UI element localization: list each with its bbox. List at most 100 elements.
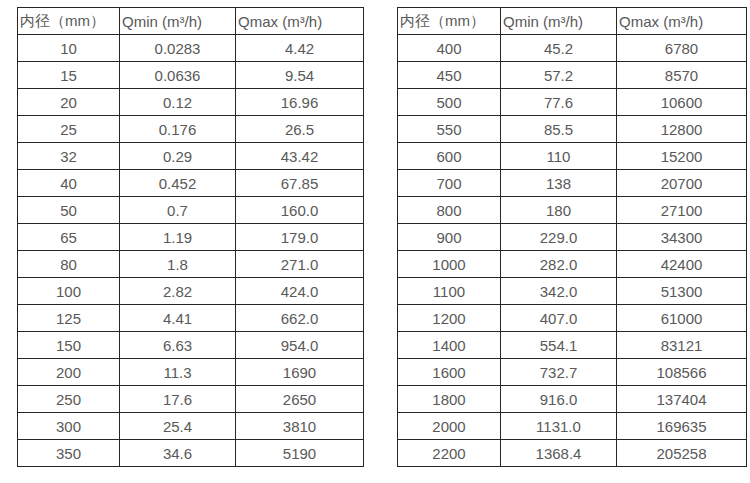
table-row: 900229.034300 [398, 224, 747, 251]
table-row: 30025.43810 [18, 413, 364, 440]
table-cell: 5190 [236, 440, 364, 467]
table-cell: 27100 [617, 197, 747, 224]
table-cell: 20 [18, 89, 120, 116]
table-cell: 1.19 [120, 224, 236, 251]
table-cell: 0.0283 [120, 35, 236, 62]
table-row: 1400554.183121 [398, 332, 747, 359]
table-cell: 229.0 [501, 224, 617, 251]
table-row: 250.17626.5 [18, 116, 364, 143]
table-cell: 125 [18, 305, 120, 332]
table-cell: 0.7 [120, 197, 236, 224]
table-cell: 12800 [617, 116, 747, 143]
table-row: 100.02834.42 [18, 35, 364, 62]
table-cell: 1200 [398, 305, 501, 332]
table-row: 1506.63954.0 [18, 332, 364, 359]
table-cell: 800 [398, 197, 501, 224]
table-row: 400.45267.85 [18, 170, 364, 197]
table-cell: 16.96 [236, 89, 364, 116]
table-row: 35034.65190 [18, 440, 364, 467]
table-cell: 732.7 [501, 359, 617, 386]
table-cell: 400 [398, 35, 501, 62]
table-cell: 900 [398, 224, 501, 251]
table-cell: 2650 [236, 386, 364, 413]
table-cell: 67.85 [236, 170, 364, 197]
table-cell: 169635 [617, 413, 747, 440]
table-cell: 0.452 [120, 170, 236, 197]
table-cell: 108566 [617, 359, 747, 386]
table-cell: 40 [18, 170, 120, 197]
table-cell: 300 [18, 413, 120, 440]
table-cell: 550 [398, 116, 501, 143]
table-cell: 250 [18, 386, 120, 413]
table-cell: 350 [18, 440, 120, 467]
table-cell: 20700 [617, 170, 747, 197]
table-cell: 954.0 [236, 332, 364, 359]
table-cell: 80 [18, 251, 120, 278]
table-row: 1800916.0137404 [398, 386, 747, 413]
table-cell: 8570 [617, 62, 747, 89]
table-cell: 137404 [617, 386, 747, 413]
table-cell: 700 [398, 170, 501, 197]
table-cell: 1000 [398, 251, 501, 278]
table-row: 40045.26780 [398, 35, 747, 62]
table-cell: 100 [18, 278, 120, 305]
table-cell: 85.5 [501, 116, 617, 143]
table-row: 320.2943.42 [18, 143, 364, 170]
header-qmax: Qmax (m³/h) [236, 8, 364, 35]
table-cell: 50 [18, 197, 120, 224]
table-row: 1100342.051300 [398, 278, 747, 305]
table-cell: 65 [18, 224, 120, 251]
table-row: 80018027100 [398, 197, 747, 224]
table-cell: 3810 [236, 413, 364, 440]
header-qmax: Qmax (m³/h) [617, 8, 747, 35]
table-row: 1000282.042400 [398, 251, 747, 278]
table-cell: 450 [398, 62, 501, 89]
table-cell: 282.0 [501, 251, 617, 278]
table-cell: 11.3 [120, 359, 236, 386]
table-cell: 2.82 [120, 278, 236, 305]
table-cell: 342.0 [501, 278, 617, 305]
table-row: 55085.512800 [398, 116, 747, 143]
table-cell: 179.0 [236, 224, 364, 251]
table-cell: 160.0 [236, 197, 364, 224]
table-cell: 10 [18, 35, 120, 62]
table-cell: 1690 [236, 359, 364, 386]
table-cell: 4.41 [120, 305, 236, 332]
table-cell: 0.12 [120, 89, 236, 116]
table-cell: 61000 [617, 305, 747, 332]
table-cell: 916.0 [501, 386, 617, 413]
table-cell: 2200 [398, 440, 501, 467]
header-inner-diameter: 内径（mm） [18, 8, 120, 35]
table-row: 1002.82424.0 [18, 278, 364, 305]
header-qmin: Qmin (m³/h) [501, 8, 617, 35]
table-row: 1254.41662.0 [18, 305, 364, 332]
table-cell: 57.2 [501, 62, 617, 89]
table-row: 60011015200 [398, 143, 747, 170]
table-cell: 500 [398, 89, 501, 116]
table-cell: 110 [501, 143, 617, 170]
table-cell: 138 [501, 170, 617, 197]
table-cell: 45.2 [501, 35, 617, 62]
table-cell: 43.42 [236, 143, 364, 170]
table-cell: 77.6 [501, 89, 617, 116]
table-row: 150.06369.54 [18, 62, 364, 89]
table-cell: 42400 [617, 251, 747, 278]
table-cell: 25 [18, 116, 120, 143]
table-cell: 51300 [617, 278, 747, 305]
table-cell: 26.5 [236, 116, 364, 143]
table-cell: 25.4 [120, 413, 236, 440]
table-cell: 6.63 [120, 332, 236, 359]
table-row: 20011.31690 [18, 359, 364, 386]
table-row: 70013820700 [398, 170, 747, 197]
table-cell: 17.6 [120, 386, 236, 413]
table-cell: 0.0636 [120, 62, 236, 89]
table-cell: 10600 [617, 89, 747, 116]
table-cell: 34300 [617, 224, 747, 251]
table-row: 20001131.0169635 [398, 413, 747, 440]
table-row: 25017.62650 [18, 386, 364, 413]
table-cell: 9.54 [236, 62, 364, 89]
table-cell: 1100 [398, 278, 501, 305]
table-cell: 0.176 [120, 116, 236, 143]
table-header-row: 内径（mm） Qmin (m³/h) Qmax (m³/h) [398, 8, 747, 35]
table-cell: 271.0 [236, 251, 364, 278]
